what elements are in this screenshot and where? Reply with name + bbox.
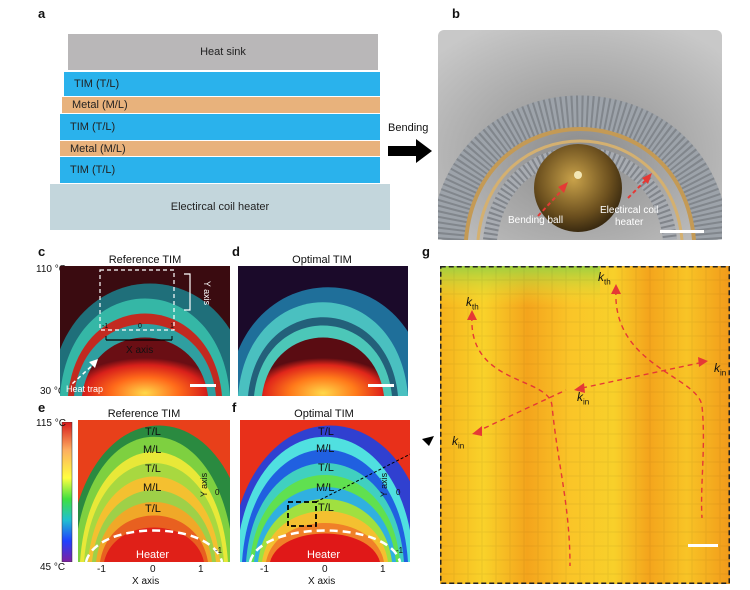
- colorbar-e: [61, 422, 73, 562]
- panel-e-ytick-0: 0: [215, 488, 220, 497]
- panel-f-layer-ml-1: M/L: [316, 443, 335, 455]
- thermal-image-optimal: [238, 266, 408, 396]
- panel-f-y-axis-label: Y axis: [379, 472, 390, 498]
- panel-e-xtick-1: 1: [198, 564, 204, 575]
- panel-f-layer-tl-1: T/L: [318, 426, 334, 438]
- k-symbol: k: [466, 295, 472, 309]
- panel-f-x-axis-label: X axis: [308, 576, 336, 587]
- coil-heater-block: Electircal coil heater: [50, 184, 390, 230]
- panel-f-ytick-neg1: -1: [396, 546, 404, 555]
- k-in-label-left: kin: [452, 434, 464, 450]
- k-subscript-in: in: [583, 397, 590, 407]
- colorbar-c-min: 30 °C: [40, 386, 66, 397]
- panel-f-heater-label: Heater: [307, 549, 341, 561]
- coil-heater-label-line2: heater: [615, 217, 644, 228]
- panel-f-ytick-0: 0: [396, 488, 401, 497]
- thermal-image-reference: [60, 266, 230, 396]
- k-in-label-center: kin: [577, 390, 589, 406]
- panel-c-x-axis-label: X axis: [126, 345, 154, 356]
- k-subscript-in: in: [720, 368, 727, 378]
- zoom-arrowhead-icon: [422, 436, 434, 446]
- bending-ball-label: Bending ball: [508, 215, 564, 226]
- panel-c-title: Reference TIM: [108, 254, 182, 266]
- panel-f-xtick-1: 1: [380, 564, 386, 575]
- k-symbol: k: [452, 434, 458, 448]
- tim-layer-1: TIM (T/L): [64, 72, 380, 96]
- bending-arrow-icon: [388, 139, 432, 163]
- panel-c-xtick-1: 1: [170, 323, 174, 330]
- panel-e-ytick-neg1: -1: [215, 546, 223, 555]
- panel-e-layer-tl-3: T/L: [145, 503, 161, 515]
- panel-label-f: f: [232, 400, 237, 415]
- k-in-label-right: kin: [714, 361, 726, 377]
- panel-label-g: g: [422, 244, 430, 259]
- panel-e-heater-label: Heater: [136, 549, 170, 561]
- bending-photo: [438, 30, 722, 240]
- k-symbol: k: [598, 270, 604, 284]
- k-symbol: k: [714, 361, 720, 375]
- panel-c-xtick-0: 0: [138, 323, 142, 330]
- k-subscript-th: th: [472, 302, 479, 312]
- panel-f-layer-ml-2: M/L: [316, 482, 335, 494]
- tim-layer-2: TIM (T/L): [60, 114, 380, 140]
- panel-e-xtick-0: 0: [150, 564, 156, 575]
- panel-e-layer-tl-1: T/L: [145, 426, 161, 438]
- k-subscript-th: th: [604, 277, 611, 287]
- tim-layer-3: TIM (T/L): [60, 157, 380, 183]
- panel-f-xtick-0: 0: [322, 564, 328, 575]
- panel-c-xtick-neg1: -1: [102, 323, 109, 330]
- panel-e-title: Reference TIM: [107, 408, 181, 420]
- panel-e-layer-ml-2: M/L: [143, 482, 162, 494]
- panel-f-title: Optimal TIM: [294, 408, 354, 420]
- temperature-map-reference: [78, 420, 230, 562]
- panel-label-d: d: [232, 244, 240, 259]
- temperature-map-optimal: [240, 420, 410, 562]
- panel-label-a: a: [38, 6, 46, 21]
- heat-sink-layer: Heat sink: [68, 34, 378, 70]
- panel-e-xtick-neg1: -1: [97, 564, 106, 575]
- panel-d-title: Optimal TIM: [292, 254, 352, 266]
- panel-label-b: b: [452, 6, 460, 21]
- panel-label-c: c: [38, 244, 46, 259]
- panel-label-e: e: [38, 400, 46, 415]
- coil-heater-label-line1: Electircal coil: [600, 205, 659, 216]
- metal-layer-2: Metal (M/L): [60, 141, 380, 156]
- coil-heater-label: Electircal coil heater: [600, 205, 658, 229]
- panel-e-layer-ml-1: M/L: [143, 444, 162, 456]
- panel-f-layer-tl-2: T/L: [318, 462, 334, 474]
- colorbar-c-max: 110 °C: [36, 264, 66, 275]
- panel-c-y-axis-label: Y axis: [202, 280, 213, 306]
- metal-layer-1: Metal (M/L): [62, 97, 380, 113]
- heat-trap-label: Heat trap: [66, 384, 104, 394]
- k-th-label-left: kth: [466, 295, 479, 311]
- panel-f-xtick-neg1: -1: [260, 564, 269, 575]
- panel-f-layer-tl-3: T/L: [318, 502, 334, 514]
- k-th-label-right: kth: [598, 270, 611, 286]
- k-symbol: k: [577, 390, 583, 404]
- panel-e-x-axis-label: X axis: [132, 576, 160, 587]
- colorbar-e-min: 45 °C: [40, 562, 66, 573]
- bending-label: Bending: [388, 122, 429, 134]
- panel-e-layer-tl-2: T/L: [145, 463, 161, 475]
- k-subscript-in: in: [458, 441, 465, 451]
- zoomed-conductivity-map: [440, 266, 730, 584]
- panel-e-y-axis-label: Y axis: [199, 472, 210, 498]
- colorbar-e-max: 115 °C: [36, 418, 66, 429]
